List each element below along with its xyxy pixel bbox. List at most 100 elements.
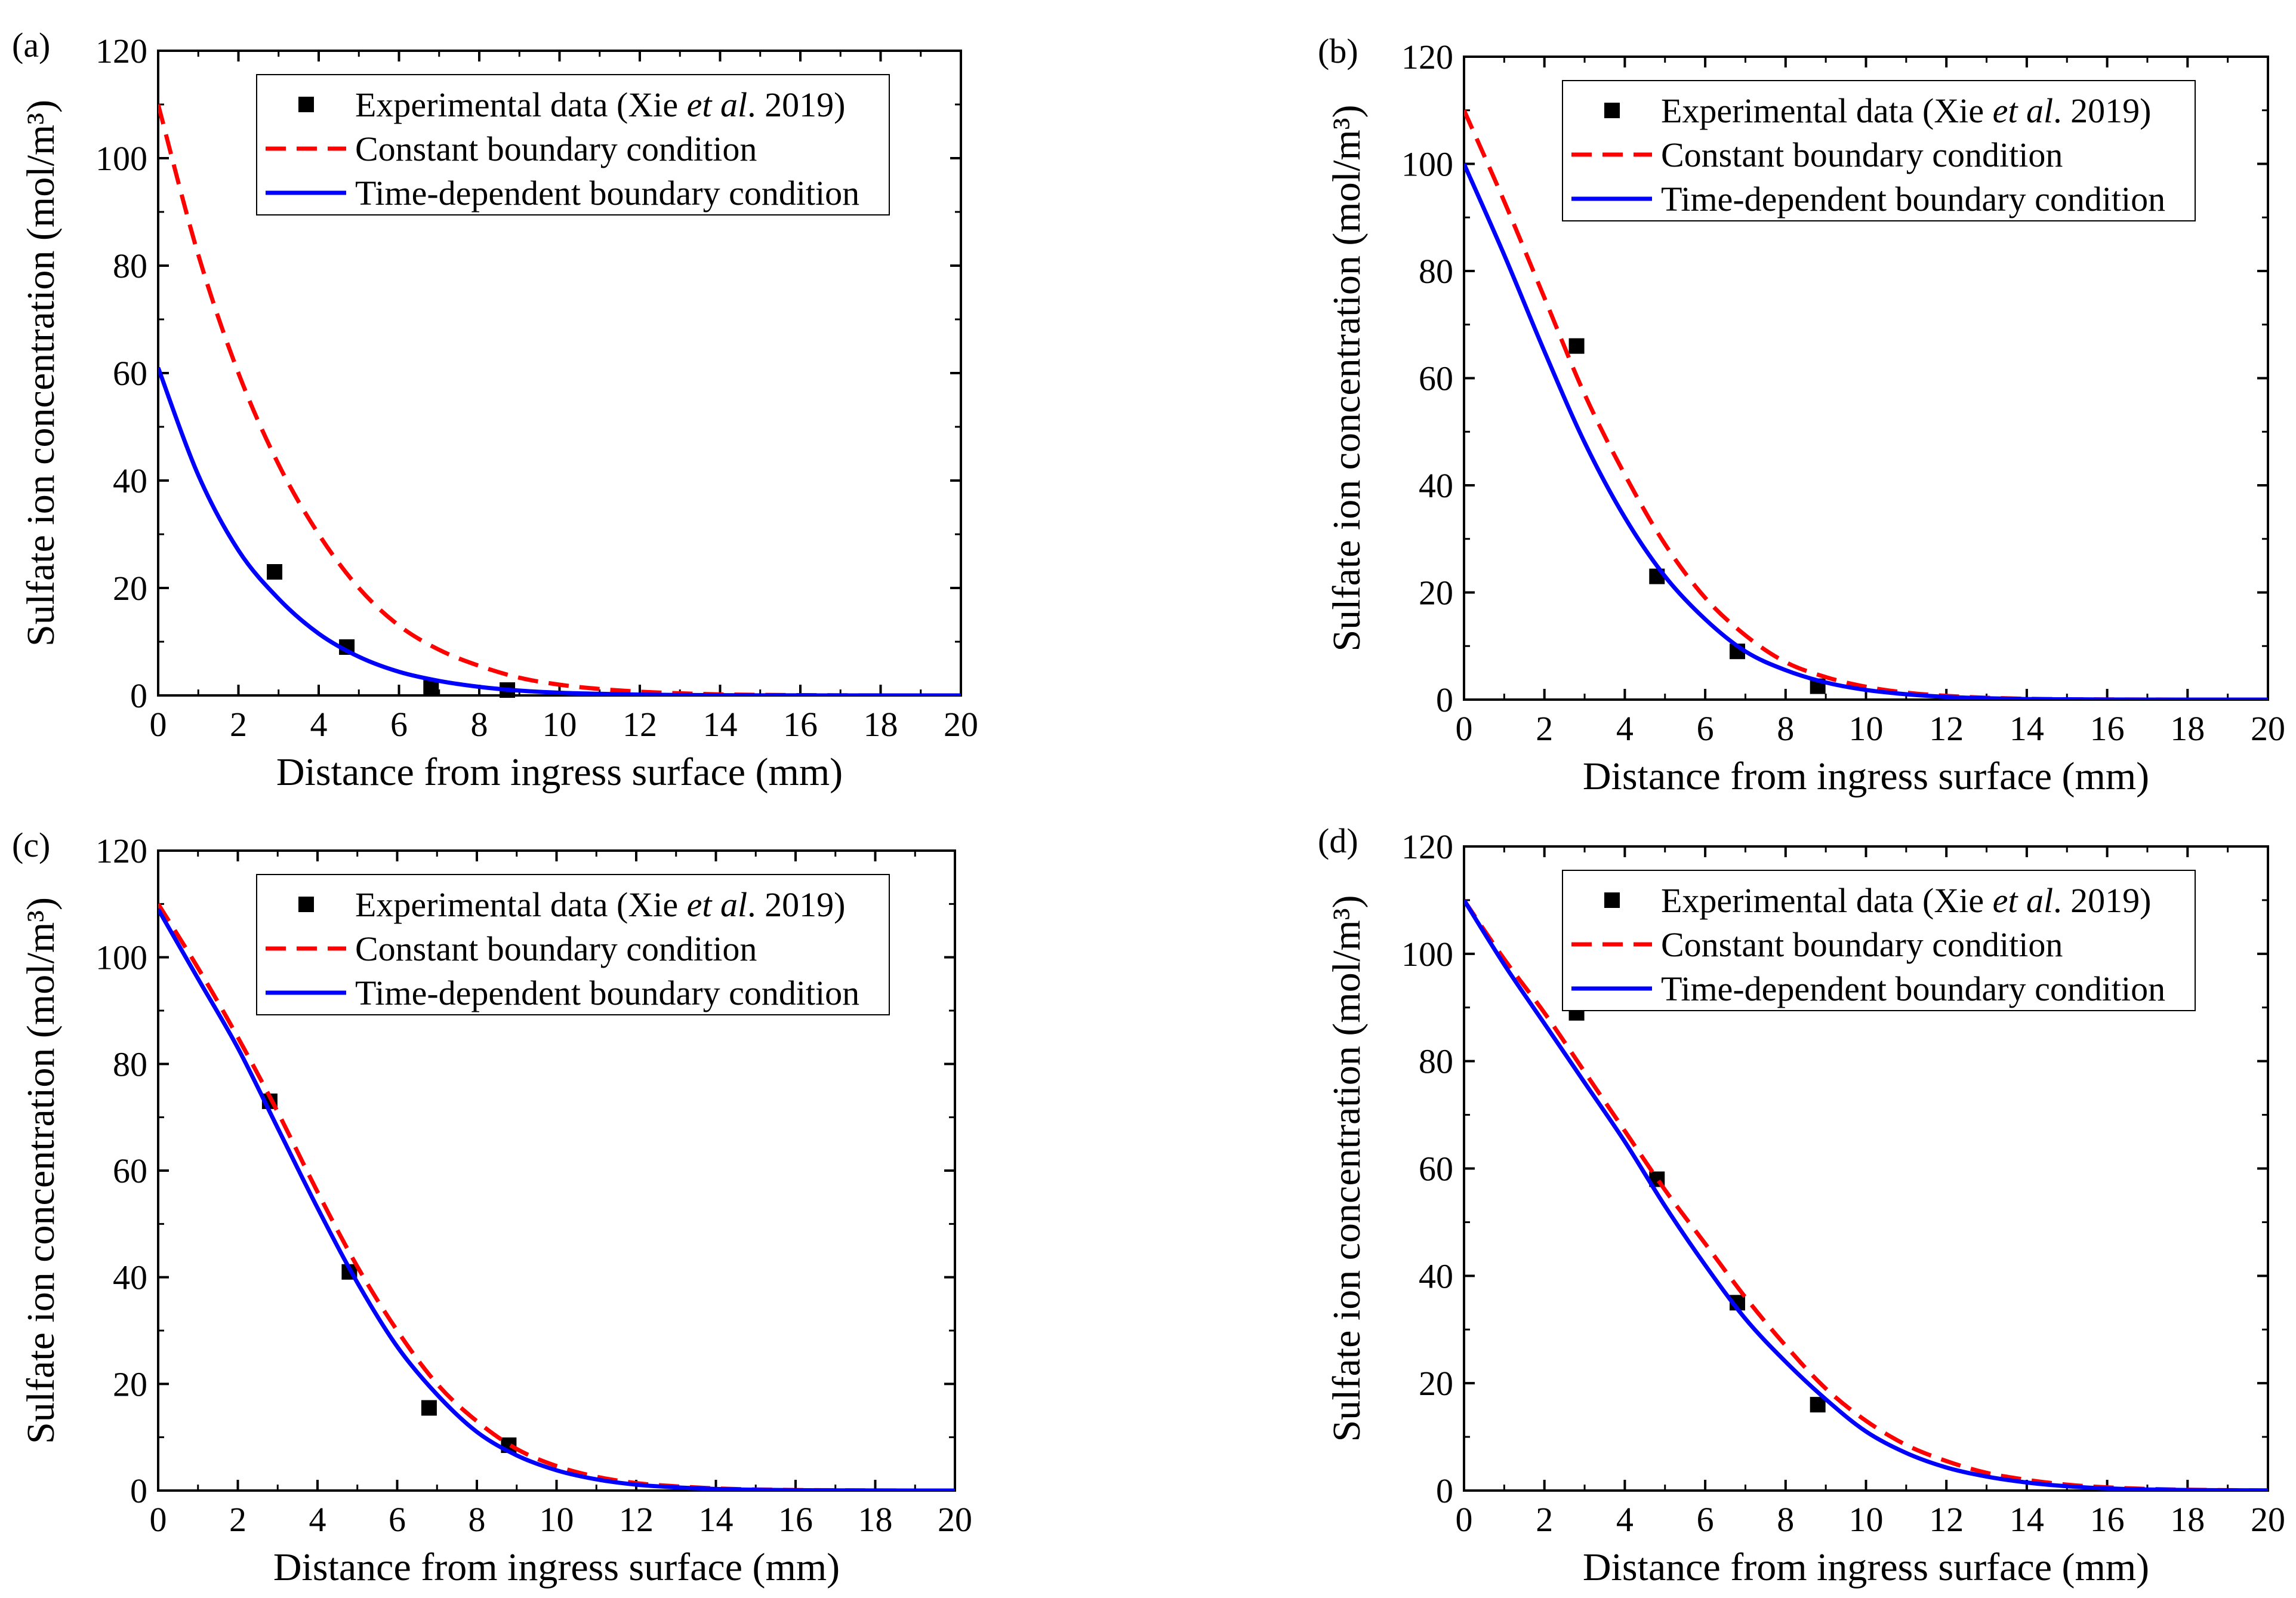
x-tick-label: 6 [1697, 709, 1714, 748]
legend-label: Constant boundary condition [355, 929, 757, 968]
y-tick-label: 60 [113, 1151, 147, 1190]
legend-box [1562, 870, 2196, 1011]
legend-label: Time-dependent boundary condition [355, 974, 859, 1012]
legend-label: Time-dependent boundary condition [1661, 969, 2165, 1008]
panel-3: 0 2 4 6 8 10 12 14 16 18 20 0 20 40 60 80 100 120 Distance… [1318, 821, 2285, 1589]
legend-label: Constant boundary condition [355, 130, 757, 168]
time-dependent-bc-line [158, 908, 955, 1491]
y-tick-label: 20 [113, 1365, 147, 1403]
x-tick-label: 14 [699, 1500, 734, 1539]
x-tick-label: 6 [389, 1500, 406, 1539]
x-tick-label: 2 [230, 705, 247, 744]
x-tick-label: 12 [1929, 1500, 1964, 1539]
legend-box [1562, 80, 2196, 221]
x-tick-label: 18 [864, 705, 898, 744]
y-axis-title: Sulfate ion concentration (mol/m³) [1325, 895, 1369, 1442]
x-tick-label: 0 [1456, 1500, 1473, 1539]
y-tick-label: 40 [1419, 1257, 1453, 1295]
legend: Experimental data (Xie et al. 2019) Const… [1562, 80, 2196, 221]
legend-marker [298, 97, 314, 112]
y-tick-label: 100 [1401, 935, 1453, 974]
time-dependent-bc-line [1464, 163, 2268, 700]
x-tick-label: 10 [1849, 1500, 1884, 1539]
x-tick-label: 20 [944, 705, 978, 744]
legend-box [256, 874, 890, 1015]
x-tick-label: 2 [229, 1500, 246, 1539]
data-point [421, 1400, 437, 1416]
x-axis-title: Distance from ingress surface (mm) [276, 750, 843, 794]
x-tick-label: 0 [150, 705, 167, 744]
legend-marker [1604, 892, 1620, 908]
y-tick-label: 80 [113, 247, 147, 285]
panel-label: (b) [1318, 32, 1358, 70]
x-tick-label: 6 [390, 705, 408, 744]
legend: Experimental data (Xie et al. 2019) Const… [1562, 870, 2196, 1011]
legend-label: Experimental data (Xie et al. 2019) [1661, 91, 2151, 130]
panel-0: 0 2 4 6 8 10 12 14 16 18 20 0 20 40 60 80 100 120 Distance… [12, 26, 978, 794]
legend-label: Constant boundary condition [1661, 136, 2063, 174]
constant-bc-line [1464, 109, 2268, 700]
x-tick-label: 8 [1777, 709, 1794, 748]
panel-2: 0 2 4 6 8 10 12 14 16 18 20 0 20 40 60 80 100 120 Distance… [12, 826, 972, 1589]
x-tick-label: 4 [1616, 1500, 1634, 1539]
y-tick-label: 0 [130, 1471, 147, 1510]
y-tick-label: 80 [113, 1045, 147, 1083]
legend: Experimental data (Xie et al. 2019) Const… [256, 74, 890, 215]
x-tick-label: 2 [1536, 709, 1553, 748]
x-tick-label: 18 [2170, 1500, 2205, 1539]
x-tick-label: 4 [309, 1500, 326, 1539]
x-tick-label: 2 [1536, 1500, 1553, 1539]
y-tick-label: 20 [1419, 574, 1453, 612]
legend-label: Experimental data (Xie et al. 2019) [355, 885, 845, 924]
legend-marker [298, 897, 314, 912]
x-tick-label: 10 [543, 705, 577, 744]
y-tick-label: 40 [113, 461, 147, 500]
x-tick-label: 20 [938, 1500, 972, 1539]
y-tick-label: 60 [113, 354, 147, 393]
y-tick-label: 40 [113, 1258, 147, 1297]
x-tick-label: 18 [858, 1500, 893, 1539]
legend-label: Time-dependent boundary condition [1661, 180, 2165, 218]
x-tick-label: 14 [2010, 1500, 2044, 1539]
y-axis-title: Sulfate ion concentration (mol/m³) [1325, 104, 1369, 651]
constant-bc-line [158, 903, 955, 1491]
x-tick-label: 16 [2090, 1500, 2125, 1539]
x-tick-label: 0 [1456, 709, 1473, 748]
y-tick-label: 100 [95, 139, 147, 178]
y-tick-label: 60 [1419, 1150, 1453, 1189]
legend-label: Time-dependent boundary condition [355, 174, 859, 213]
y-tick-label: 20 [1419, 1364, 1453, 1403]
x-tick-label: 20 [2251, 709, 2285, 748]
y-tick-label: 40 [1419, 466, 1453, 505]
legend-box [256, 74, 890, 215]
y-tick-label: 120 [1401, 38, 1453, 76]
x-tick-label: 4 [310, 705, 328, 744]
legend-label: Experimental data (Xie et al. 2019) [355, 85, 845, 124]
y-tick-label: 0 [130, 676, 147, 715]
x-tick-label: 14 [703, 705, 738, 744]
x-tick-label: 16 [783, 705, 818, 744]
legend-label: Constant boundary condition [1661, 925, 2063, 964]
y-tick-label: 100 [1401, 145, 1453, 184]
x-tick-label: 8 [469, 1500, 486, 1539]
x-axis-title: Distance from ingress surface (mm) [1583, 755, 2149, 798]
time-dependent-bc-line [158, 367, 961, 695]
y-tick-label: 80 [1419, 252, 1453, 291]
legend-label: Experimental data (Xie et al. 2019) [1661, 881, 2151, 920]
y-tick-label: 0 [1436, 1471, 1453, 1510]
x-tick-label: 14 [2010, 709, 2044, 748]
y-tick-label: 100 [95, 938, 147, 977]
panel-1: 0 2 4 6 8 10 12 14 16 18 20 0 20 40 60 80 100 120 Distance… [1318, 32, 2285, 798]
time-dependent-bc-line [1464, 899, 2268, 1491]
x-tick-label: 12 [1929, 709, 1964, 748]
panel-label: (d) [1318, 821, 1358, 860]
y-tick-label: 0 [1436, 681, 1453, 719]
x-tick-label: 20 [2251, 1500, 2285, 1539]
x-tick-label: 12 [622, 705, 657, 744]
x-tick-label: 16 [2090, 709, 2125, 748]
x-tick-label: 8 [1777, 1500, 1794, 1539]
x-tick-label: 10 [1849, 709, 1884, 748]
x-tick-label: 8 [471, 705, 488, 744]
y-axis-title: Sulfate ion concentration (mol/m³) [19, 897, 63, 1444]
